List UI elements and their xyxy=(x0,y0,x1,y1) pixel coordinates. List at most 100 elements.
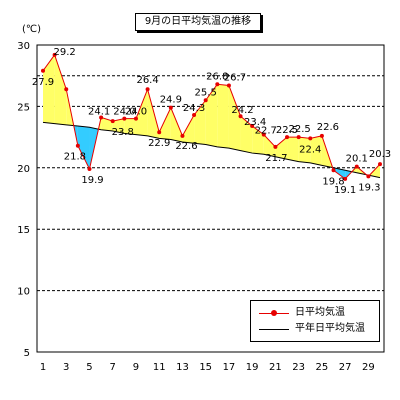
legend-label-daily: 日平均気温 xyxy=(295,307,345,318)
data-label: 19.1 xyxy=(334,185,356,196)
data-point xyxy=(319,133,324,138)
difference-fill xyxy=(182,114,195,144)
legend-marker-daily xyxy=(271,310,277,316)
difference-fill xyxy=(124,118,136,135)
y-tick-label: 30 xyxy=(17,41,30,52)
chart-title: 9月の日平均気温の推移 xyxy=(135,13,261,31)
data-point xyxy=(168,105,173,110)
y-tick-label: 5 xyxy=(24,348,30,359)
data-point xyxy=(308,136,313,141)
data-point xyxy=(52,52,57,57)
legend-entry-daily: 日平均気温 xyxy=(251,305,379,321)
difference-fill xyxy=(228,85,241,151)
difference-fill xyxy=(43,54,55,124)
data-label: 19.9 xyxy=(81,175,103,186)
data-label: 24.3 xyxy=(183,103,205,114)
data-point xyxy=(64,87,69,92)
data-point xyxy=(41,68,45,73)
difference-fill xyxy=(287,137,299,162)
legend-entry-normal: 平年日平均気温 xyxy=(251,321,379,337)
difference-fill xyxy=(112,118,125,134)
data-label: 22.7 xyxy=(255,126,277,137)
data-label: 23.4 xyxy=(244,117,266,128)
data-label: 24.0 xyxy=(125,107,147,118)
y-axis-unit: (℃) xyxy=(22,24,42,35)
data-label: 20.3 xyxy=(369,149,391,160)
difference-fill xyxy=(240,116,253,154)
data-point xyxy=(261,132,266,137)
data-label: 26.8 xyxy=(206,71,228,82)
data-label: 22.9 xyxy=(148,138,170,149)
data-label: 23.8 xyxy=(112,127,134,138)
data-point xyxy=(157,130,162,135)
data-point xyxy=(285,135,290,140)
data-label: 22.5 xyxy=(276,125,298,136)
data-point xyxy=(192,112,197,117)
data-label: 20.1 xyxy=(346,154,368,165)
difference-fill xyxy=(135,89,148,136)
x-tick-label: 1 xyxy=(40,362,46,373)
data-point xyxy=(331,168,336,173)
x-tick-label: 25 xyxy=(316,362,329,373)
x-tick-label: 9 xyxy=(133,362,139,373)
data-point xyxy=(203,98,208,103)
data-point xyxy=(343,176,348,181)
x-tick-label: 7 xyxy=(110,362,116,373)
difference-fill xyxy=(170,107,183,143)
x-tick-label: 5 xyxy=(86,362,92,373)
x-tick-label: 3 xyxy=(63,362,69,373)
difference-fill xyxy=(54,54,67,125)
legend-label-normal: 平年日平均気温 xyxy=(295,323,365,334)
data-label: 24.9 xyxy=(160,95,182,106)
y-tick-label: 25 xyxy=(17,102,30,113)
data-point xyxy=(354,164,359,169)
data-point xyxy=(296,135,301,140)
difference-fill xyxy=(159,107,171,140)
x-tick-label: 19 xyxy=(246,362,259,373)
legend: 日平均気温 平年日平均気温 xyxy=(250,300,380,342)
difference-fill xyxy=(275,137,288,160)
data-point xyxy=(226,83,231,88)
data-point xyxy=(378,162,382,167)
data-point xyxy=(238,114,243,119)
data-point xyxy=(250,124,255,129)
data-label: 27.9 xyxy=(32,77,54,88)
data-point xyxy=(110,119,115,124)
data-point xyxy=(133,116,138,121)
data-label: 24.2 xyxy=(231,105,253,116)
x-tick-label: 13 xyxy=(176,362,189,373)
x-tick-label: 27 xyxy=(339,362,352,373)
data-label: 19.3 xyxy=(358,182,380,193)
difference-fill xyxy=(205,84,218,147)
y-tick-label: 10 xyxy=(17,287,30,298)
series-line-normal xyxy=(42,121,381,179)
x-tick-label: 21 xyxy=(269,362,282,373)
difference-fill xyxy=(77,126,90,170)
series-line-daily xyxy=(42,53,381,180)
x-tick-label: 15 xyxy=(199,362,212,373)
difference-fill xyxy=(101,117,113,131)
difference-fill xyxy=(310,135,322,166)
data-label: 21.7 xyxy=(265,153,287,164)
y-tick-label: 20 xyxy=(17,164,30,175)
data-label: 26.7 xyxy=(224,73,246,84)
data-label: 29.2 xyxy=(53,47,75,58)
data-point xyxy=(99,115,104,120)
data-label: 19.8 xyxy=(322,176,344,187)
difference-fill xyxy=(217,84,229,149)
data-point xyxy=(122,116,127,121)
data-label: 22.6 xyxy=(317,122,339,133)
difference-fill xyxy=(263,134,276,157)
x-tick-label: 29 xyxy=(362,362,375,373)
data-label: 25.5 xyxy=(195,87,217,98)
data-label: 22.4 xyxy=(299,144,321,155)
data-point xyxy=(75,143,80,148)
data-label: 21.8 xyxy=(64,152,86,163)
data-point xyxy=(87,167,92,172)
data-label: 22.5 xyxy=(289,124,311,135)
data-label: 22.6 xyxy=(175,141,197,152)
data-point xyxy=(215,82,220,87)
x-tick-label: 17 xyxy=(223,362,236,373)
